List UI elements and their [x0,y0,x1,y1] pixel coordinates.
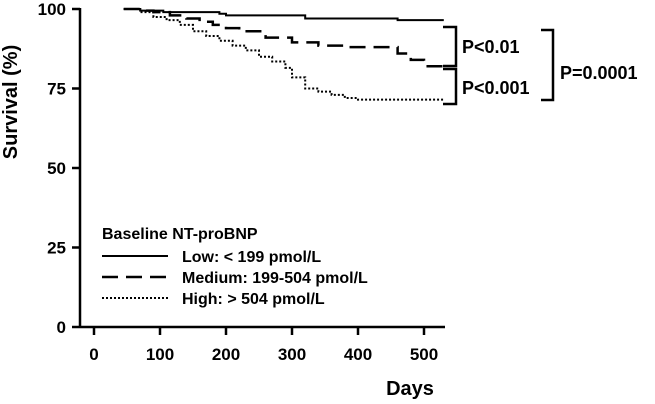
survival-curve-dotted [123,8,444,101]
y-tick-label: 50 [47,159,66,178]
legend: Baseline NT-proBNP Low: < 199 pmol/L Med… [102,226,368,308]
x-tick-label: 300 [278,345,306,364]
survival-curve-solid [123,8,444,22]
x-tick-label: 400 [344,345,372,364]
bracket-low-vs-medium [443,25,458,68]
y-tick-label: 75 [47,80,66,99]
p-value-brackets: P<0.01 P<0.001 P=0.0001 [443,25,638,106]
survival-curve-dashed [123,7,444,68]
y-axis-title: Survival (%) [0,45,22,159]
y-tick-label: 100 [38,0,66,19]
legend-title: Baseline NT-proBNP [102,226,258,243]
bracket-medium-vs-high [443,67,458,106]
x-tick-label: 0 [89,345,98,364]
x-tick-label: 100 [146,345,174,364]
legend-label-high: High: > 504 pmol/L [182,291,325,308]
y-tick-label: 25 [47,239,66,258]
x-axis-ticks: 0 100 200 300 400 500 [89,327,438,364]
survival-curves [123,7,444,101]
x-tick-label: 200 [212,345,240,364]
legend-label-medium: Medium: 199-504 pmol/L [182,270,368,287]
x-tick-label: 500 [410,345,438,364]
bracket-low-vs-high [541,28,555,102]
p-value-medium-vs-high: P<0.001 [462,78,530,98]
legend-label-low: Low: < 199 pmol/L [182,249,321,266]
y-axis-ticks: 0 25 50 75 100 [38,0,80,337]
p-value-low-vs-medium: P<0.01 [462,37,520,57]
y-tick-label: 0 [57,318,66,337]
p-value-low-vs-high: P=0.0001 [560,63,638,83]
x-axis-title: Days [386,378,434,400]
